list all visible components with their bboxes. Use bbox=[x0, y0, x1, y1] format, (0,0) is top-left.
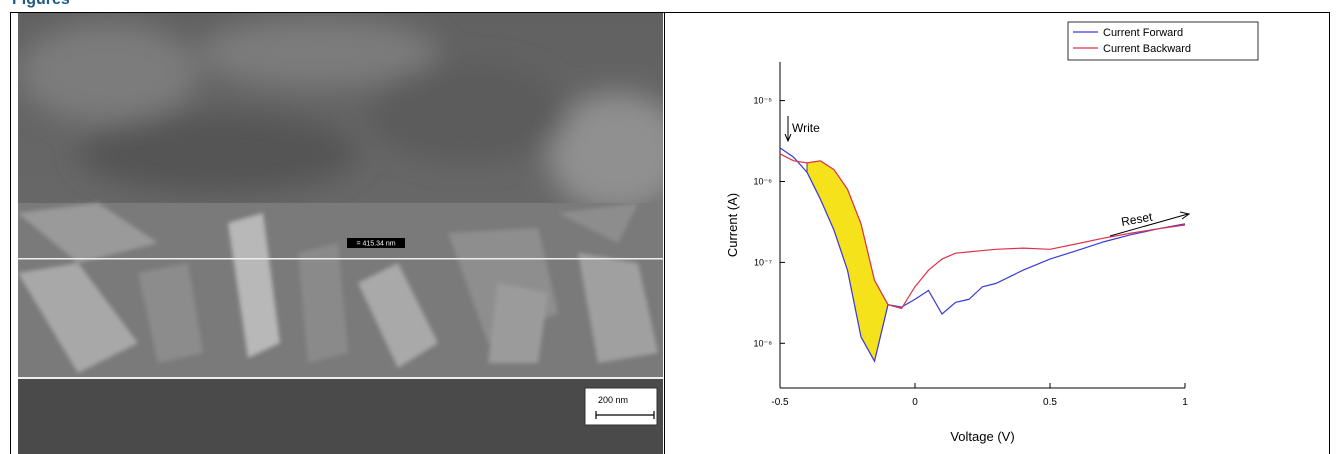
x-axis-label: Voltage (V) bbox=[950, 429, 1014, 444]
annotation: Write bbox=[792, 121, 820, 135]
annotation: Reset bbox=[1120, 210, 1154, 229]
x-tick-label: -0.5 bbox=[771, 397, 789, 408]
y-tick-label: 10⁻⁵ bbox=[754, 96, 773, 106]
annotation-arrow bbox=[785, 116, 791, 141]
y-tick-label: 10⁻⁷ bbox=[754, 257, 772, 267]
chart-root: -0.5 0 0.5 1 10⁻⁸ 10⁻⁷ 10⁻⁶ 10⁻⁵ Voltage (V) Curr… bbox=[725, 22, 1258, 444]
y-tick-label: 10⁻⁸ bbox=[753, 338, 772, 348]
iv-chart: -0.5 0 0.5 1 10⁻⁸ 10⁻⁷ 10⁻⁶ 10⁻⁵ Voltage (V) Curr… bbox=[0, 0, 1338, 454]
x-tick-label: 0.5 bbox=[1043, 397, 1057, 408]
legend-label: Current Backward bbox=[1103, 43, 1191, 55]
page: Figures = 415.34 nm 200 n bbox=[0, 0, 1338, 454]
y-axis-label: Current (A) bbox=[725, 193, 740, 257]
y-tick-label: 10⁻⁶ bbox=[754, 176, 773, 186]
x-tick-label: 0 bbox=[912, 397, 918, 408]
x-tick-label: 1 bbox=[1182, 397, 1188, 408]
legend-label: Current Forward bbox=[1103, 27, 1183, 39]
